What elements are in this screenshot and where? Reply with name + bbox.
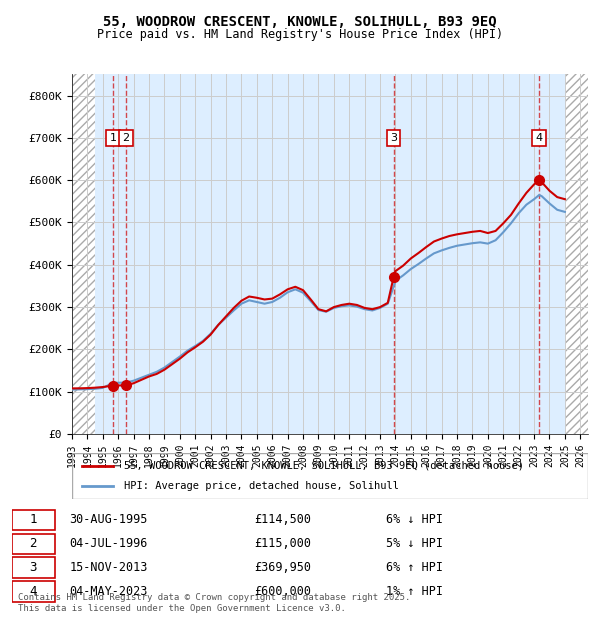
Text: 2: 2 (122, 133, 130, 143)
Text: 15-NOV-2013: 15-NOV-2013 (70, 560, 148, 574)
Bar (72, 74, 95, 434)
Text: 2: 2 (29, 537, 37, 550)
Text: 4: 4 (29, 585, 37, 598)
Text: £600,000: £600,000 (254, 585, 311, 598)
Text: 4: 4 (536, 133, 543, 143)
FancyBboxPatch shape (12, 533, 55, 554)
Text: Contains HM Land Registry data © Crown copyright and database right 2025.
This d: Contains HM Land Registry data © Crown c… (18, 593, 410, 613)
Text: 1: 1 (29, 513, 37, 526)
Text: 1: 1 (110, 133, 116, 143)
Text: 3: 3 (29, 560, 37, 574)
Text: £115,000: £115,000 (254, 537, 311, 550)
Text: £114,500: £114,500 (254, 513, 311, 526)
FancyBboxPatch shape (12, 510, 55, 530)
Text: HPI: Average price, detached house, Solihull: HPI: Average price, detached house, Soli… (124, 481, 398, 491)
Text: 6% ↑ HPI: 6% ↑ HPI (386, 560, 443, 574)
Text: 5% ↓ HPI: 5% ↓ HPI (386, 537, 443, 550)
Text: 1% ↑ HPI: 1% ↑ HPI (386, 585, 443, 598)
Text: 3: 3 (390, 133, 397, 143)
Text: 04-JUL-1996: 04-JUL-1996 (70, 537, 148, 550)
FancyBboxPatch shape (12, 557, 55, 578)
Bar (565, 74, 588, 434)
Text: £369,950: £369,950 (254, 560, 311, 574)
Text: 30-AUG-1995: 30-AUG-1995 (70, 513, 148, 526)
FancyBboxPatch shape (12, 582, 55, 602)
Text: 55, WOODROW CRESCENT, KNOWLE, SOLIHULL, B93 9EQ (detached house): 55, WOODROW CRESCENT, KNOWLE, SOLIHULL, … (124, 461, 524, 471)
Text: 55, WOODROW CRESCENT, KNOWLE, SOLIHULL, B93 9EQ: 55, WOODROW CRESCENT, KNOWLE, SOLIHULL, … (103, 16, 497, 30)
Text: 04-MAY-2023: 04-MAY-2023 (70, 585, 148, 598)
Text: 6% ↓ HPI: 6% ↓ HPI (386, 513, 443, 526)
Text: Price paid vs. HM Land Registry's House Price Index (HPI): Price paid vs. HM Land Registry's House … (97, 28, 503, 41)
